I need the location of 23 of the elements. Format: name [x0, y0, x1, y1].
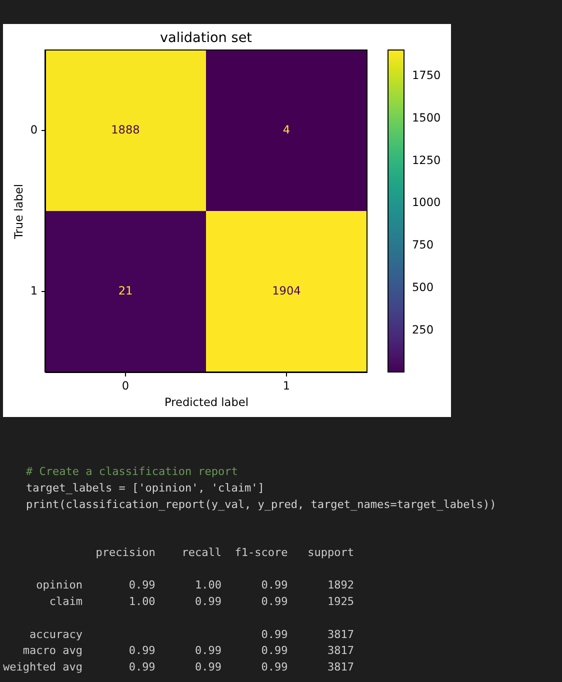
color-bar-label: 1500 [412, 111, 441, 124]
chart-title: validation set [160, 30, 252, 46]
text: target_labels = ['opinion', 'claim'] [26, 482, 264, 494]
color-bar-label: 1250 [412, 154, 441, 167]
data-label: 21 [118, 284, 133, 298]
text: macro avg 0.99 0.99 0.99 3817 [22, 644, 354, 658]
text: claim 1.00 0.99 0.99 1925 [49, 595, 354, 608]
color-bar-label: 1750 [412, 69, 441, 82]
color-bar-label: 500 [412, 280, 434, 294]
text: print(classification_report(y_val, y_pred, target_names=target_labels)) [26, 498, 496, 511]
color-bar-label: 750 [412, 238, 434, 252]
text: accuracy 0.99 3817 [29, 628, 354, 641]
text: precision recall f1-score support [96, 546, 354, 559]
text: weighted avg 0.99 0.99 0.99 3817 [3, 660, 354, 674]
y-axis-title: True label [12, 184, 26, 240]
text: # Create a classification report [26, 465, 238, 478]
data-label: 4 [282, 124, 290, 136]
data-label: 1888 [111, 124, 140, 136]
color-bar-label: 1000 [412, 196, 441, 210]
color-bar-label: 250 [412, 323, 434, 336]
data-label: 1904 [272, 284, 301, 298]
text: opinion 0.99 1.00 0.99 1892 [36, 578, 354, 592]
x-axis-title: Predicted label [164, 396, 248, 409]
